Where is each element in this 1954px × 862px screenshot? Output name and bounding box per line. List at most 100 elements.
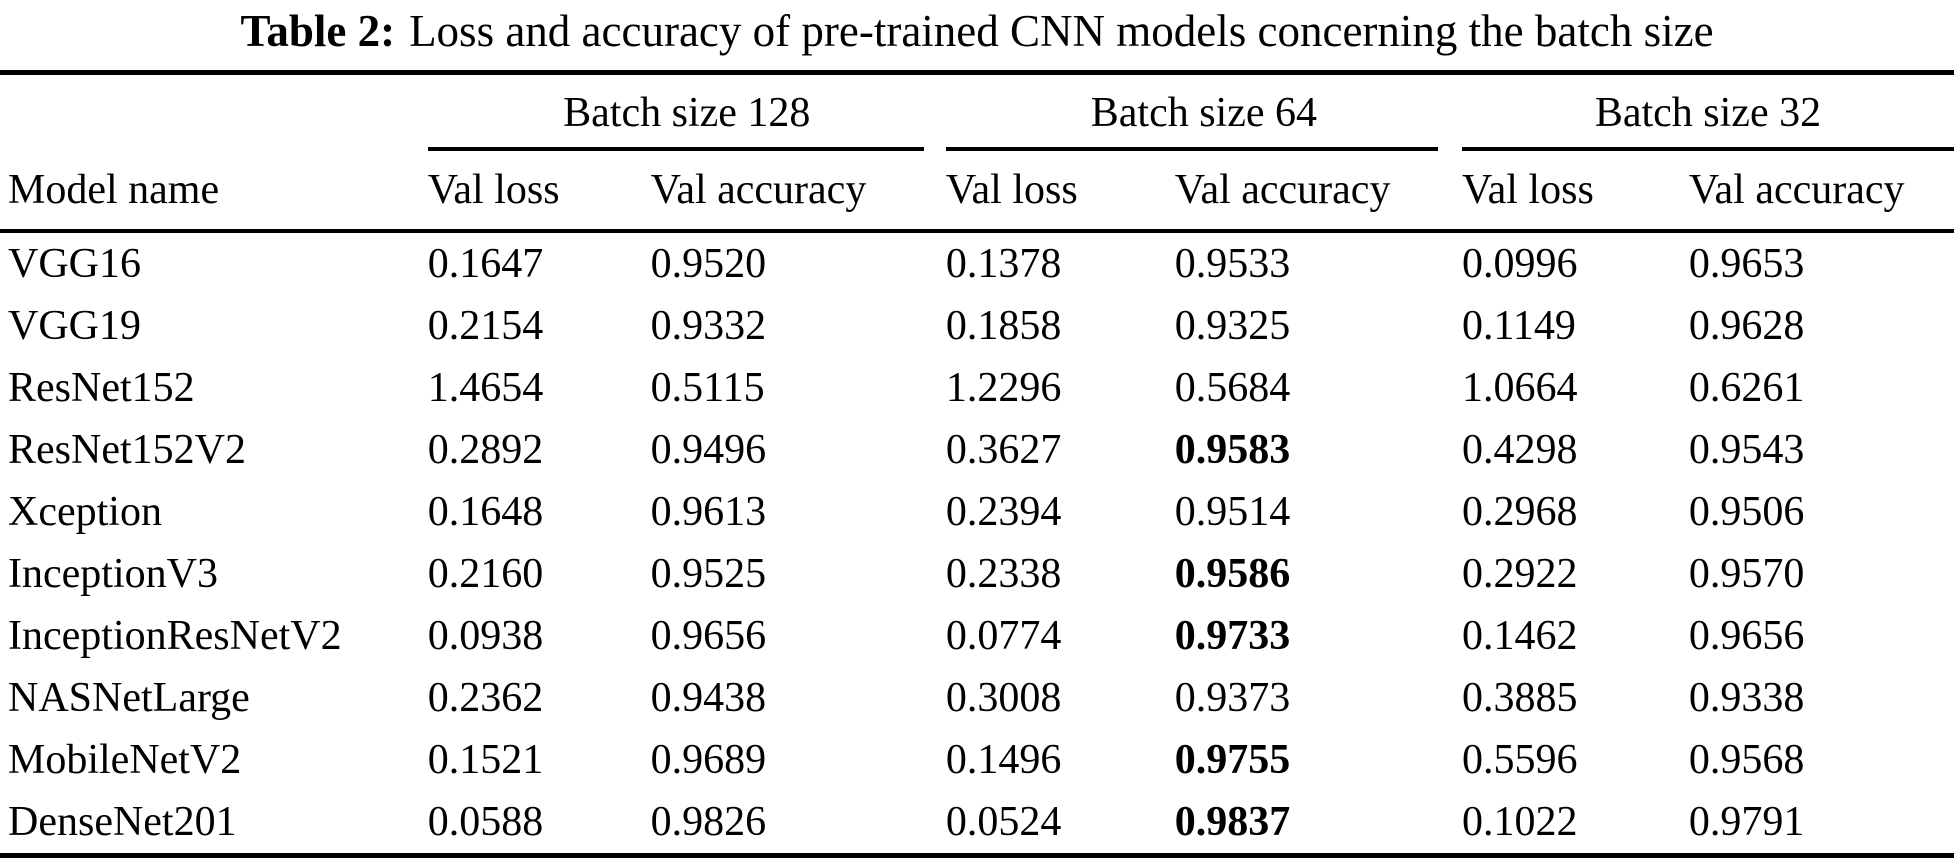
b32-val-loss-cell: 0.1149 — [1461, 303, 1576, 349]
b32-val-accuracy-cell: 0.9628 — [1688, 303, 1805, 349]
b128-val-loss-cell: 0.2362 — [427, 675, 544, 721]
b128-val-loss-cell: 0.0588 — [427, 799, 544, 845]
col-header-val-accuracy-32: Val accuracy — [1688, 151, 1954, 233]
b64-val-accuracy-cell: 0.9533 — [1174, 241, 1291, 287]
b32-val-loss-cell: 0.2922 — [1461, 551, 1578, 597]
table-row: NASNetLarge 0.2362 0.9438 0.3008 0.9373 … — [0, 667, 1954, 729]
b32-val-loss-cell: 0.5596 — [1461, 737, 1578, 783]
b32-val-loss-cell: 0.3885 — [1461, 675, 1578, 721]
model-name-cell: Xception — [8, 489, 162, 535]
model-name-cell: InceptionV3 — [8, 551, 218, 597]
b128-val-loss-cell: 0.0938 — [427, 613, 544, 659]
col-header-model-name: Model name — [0, 151, 428, 233]
b64-val-loss-cell: 0.3008 — [945, 675, 1062, 721]
table-row: VGG19 0.2154 0.9332 0.1858 0.9325 0.1149… — [0, 295, 1954, 357]
table-row: MobileNetV2 0.1521 0.9689 0.1496 0.9755 … — [0, 729, 1954, 791]
b64-val-loss-cell: 0.3627 — [945, 427, 1062, 473]
table-caption: Table 2: Loss and accuracy of pre-trained… — [0, 0, 1954, 60]
table-row: InceptionV3 0.2160 0.9525 0.2338 0.9586 … — [0, 543, 1954, 605]
b32-val-accuracy-cell: 0.6261 — [1688, 365, 1805, 411]
b32-val-accuracy-cell: 0.9656 — [1688, 613, 1805, 659]
b64-val-accuracy-cell: 0.9514 — [1174, 489, 1291, 535]
group-header-row: Batch size 128 Batch size 64 Batch size … — [0, 73, 1954, 152]
cmidrule-batch-128 — [427, 147, 924, 151]
model-name-cell: VGG16 — [8, 241, 141, 287]
b128-val-loss-cell: 0.2160 — [427, 551, 544, 597]
table-row: InceptionResNetV2 0.0938 0.9656 0.0774 0… — [0, 605, 1954, 667]
col-header-val-loss-64: Val loss — [945, 151, 1175, 233]
b128-val-accuracy-cell: 0.9332 — [650, 303, 767, 349]
b128-val-accuracy-cell: 0.9438 — [650, 675, 767, 721]
b64-val-loss-cell: 0.1378 — [945, 241, 1062, 287]
model-name-cell: ResNet152 — [8, 365, 195, 411]
b32-val-accuracy-cell: 0.9506 — [1688, 489, 1805, 535]
b64-val-accuracy-cell: 0.9373 — [1174, 675, 1291, 721]
b128-val-loss-cell: 0.1521 — [427, 737, 544, 783]
b32-val-accuracy-cell: 0.9568 — [1688, 737, 1805, 783]
b64-val-loss-cell: 0.0774 — [945, 613, 1062, 659]
table-body: VGG16 0.1647 0.9520 0.1378 0.9533 0.0996… — [0, 231, 1954, 856]
b128-val-accuracy-cell: 0.9689 — [650, 737, 767, 783]
b128-val-accuracy-cell: 0.9496 — [650, 427, 767, 473]
b64-val-loss-cell: 0.2394 — [945, 489, 1062, 535]
b64-val-accuracy-cell: 0.9755 — [1174, 737, 1291, 783]
model-name-cell: NASNetLarge — [8, 675, 250, 721]
b128-val-accuracy-cell: 0.9826 — [650, 799, 767, 845]
table-caption-label: Table 2: — [240, 6, 396, 56]
group-header-batch-32-label: Batch size 32 — [1594, 90, 1822, 136]
b32-val-loss-cell: 0.2968 — [1461, 489, 1578, 535]
b64-val-loss-cell: 0.0524 — [945, 799, 1062, 845]
b32-val-accuracy-cell: 0.9791 — [1688, 799, 1805, 845]
b64-val-loss-cell: 1.2296 — [945, 365, 1062, 411]
b128-val-loss-cell: 1.4654 — [427, 365, 544, 411]
b64-val-accuracy-cell: 0.9837 — [1174, 799, 1291, 845]
b32-val-accuracy-cell: 0.9338 — [1688, 675, 1805, 721]
b64-val-accuracy-cell: 0.9583 — [1174, 427, 1291, 473]
results-table: Batch size 128 Batch size 64 Batch size … — [0, 70, 1954, 858]
table-row: DenseNet201 0.0588 0.9826 0.0524 0.9837 … — [0, 791, 1954, 856]
model-name-cell: MobileNetV2 — [8, 737, 242, 783]
b128-val-accuracy-cell: 0.9613 — [650, 489, 767, 535]
col-header-val-accuracy-64: Val accuracy — [1174, 151, 1462, 233]
b128-val-accuracy-cell: 0.5115 — [650, 365, 765, 411]
b32-val-loss-cell: 0.1462 — [1461, 613, 1578, 659]
b32-val-loss-cell: 0.0996 — [1461, 241, 1578, 287]
group-header-batch-128-label: Batch size 128 — [563, 90, 811, 136]
col-header-val-loss-128: Val loss — [427, 151, 651, 233]
table-row: ResNet152V2 0.2892 0.9496 0.3627 0.9583 … — [0, 419, 1954, 481]
col-header-val-accuracy-128: Val accuracy — [650, 151, 946, 233]
b64-val-accuracy-cell: 0.9325 — [1174, 303, 1291, 349]
b128-val-accuracy-cell: 0.9525 — [650, 551, 767, 597]
b128-val-accuracy-cell: 0.9520 — [650, 241, 767, 287]
b64-val-accuracy-cell: 0.9586 — [1174, 551, 1291, 597]
model-name-cell: ResNet152V2 — [8, 427, 246, 473]
b32-val-loss-cell: 0.1022 — [1461, 799, 1578, 845]
b128-val-loss-cell: 0.2154 — [427, 303, 544, 349]
b128-val-accuracy-cell: 0.9656 — [650, 613, 767, 659]
b64-val-accuracy-cell: 0.5684 — [1174, 365, 1291, 411]
b64-val-loss-cell: 0.1496 — [945, 737, 1062, 783]
table-caption-text: Loss and accuracy of pre-trained CNN mod… — [409, 6, 1714, 56]
model-name-cell: DenseNet201 — [8, 799, 237, 845]
group-header-batch-64: Batch size 64 — [945, 73, 1462, 151]
cmidrule-batch-64 — [945, 147, 1438, 151]
b32-val-loss-cell: 1.0664 — [1461, 365, 1578, 411]
group-header-batch-128: Batch size 128 — [427, 73, 946, 151]
model-name-cell: VGG19 — [8, 303, 141, 349]
b32-val-accuracy-cell: 0.9543 — [1688, 427, 1805, 473]
b64-val-loss-cell: 0.1858 — [945, 303, 1062, 349]
col-header-val-loss-32: Val loss — [1461, 151, 1689, 233]
b64-val-loss-cell: 0.2338 — [945, 551, 1062, 597]
model-name-cell: InceptionResNetV2 — [8, 613, 342, 659]
b128-val-loss-cell: 0.1647 — [427, 241, 544, 287]
table-row: Xception 0.1648 0.9613 0.2394 0.9514 0.2… — [0, 481, 1954, 543]
b64-val-accuracy-cell: 0.9733 — [1174, 613, 1291, 659]
b128-val-loss-cell: 0.1648 — [427, 489, 544, 535]
table-row: ResNet152 1.4654 0.5115 1.2296 0.5684 1.… — [0, 357, 1954, 419]
group-header-batch-32: Batch size 32 — [1461, 73, 1954, 151]
group-header-spacer — [0, 73, 428, 152]
group-header-batch-64-label: Batch size 64 — [1090, 90, 1318, 136]
b128-val-loss-cell: 0.2892 — [427, 427, 544, 473]
table-row: VGG16 0.1647 0.9520 0.1378 0.9533 0.0996… — [0, 231, 1954, 295]
